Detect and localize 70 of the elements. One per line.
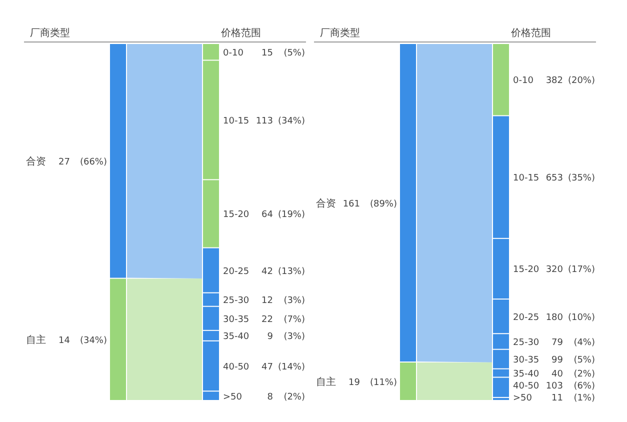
text: 厂商类型 [30,27,70,39]
text: (5%) [284,48,305,58]
data-label: 40 [552,370,564,380]
category-label: 合资 [316,197,336,210]
text: (2%) [284,392,305,402]
text: 厂商类型 [320,27,360,39]
category-label: >50 [223,392,242,402]
data-label: 320 [546,265,564,276]
data-label: 19 [348,378,360,388]
category-label: 合资 [26,155,46,168]
category-label: 30-35 [223,314,250,325]
text: (35%) [568,174,595,184]
category-label: 20-25 [513,312,540,323]
text: 价格范围 [220,27,261,39]
data-label: 103 [546,382,563,392]
data-label: 47 [262,362,273,372]
category-label: 30-35 [513,356,540,366]
data-label: 42 [262,266,273,277]
data-label: 22 [262,314,273,325]
data-label: 382 [546,76,563,86]
text: (66%) [80,157,107,168]
category-label: 15-20 [223,210,250,220]
data-label: 161 [342,199,360,210]
category-label: 35-40 [223,332,250,342]
text: (34%) [278,116,305,126]
category-label: 10-15 [223,116,250,126]
data-label: 79 [552,338,564,348]
category-label: >50 [513,394,532,404]
text: (4%) [574,338,595,348]
text: (19%) [278,210,305,220]
category-label: 自主 [26,334,46,346]
category-label: 0-10 [513,76,534,86]
text: (20%) [568,76,595,86]
data-label: 99 [552,356,564,366]
text: (2%) [574,370,595,380]
category-label: 10-15 [513,174,540,184]
category-label: 25-30 [223,296,250,306]
text: (14%) [278,362,305,372]
category-label: 20-25 [223,266,250,277]
data-label: 15 [262,48,273,58]
data-label: 12 [262,296,273,306]
text: (6%) [574,382,595,392]
text: (34%) [80,336,107,346]
category-label: 25-30 [513,338,540,348]
data-label: 180 [546,312,564,323]
text: (1%) [574,394,595,404]
category-label: 0-10 [223,48,244,58]
category-label: 35-40 [513,370,540,380]
text: (89%) [370,199,397,210]
data-label: 11 [552,394,563,404]
text: (3%) [284,332,305,342]
data-label: 64 [262,210,274,220]
text: 价格范围 [510,27,551,39]
data-label: 9 [267,332,274,342]
data-label: 14 [58,336,70,346]
text: (5%) [574,356,595,366]
text: (17%) [568,265,595,276]
category-label: 40-50 [513,382,540,392]
category-label: 自主 [316,376,336,388]
data-label: 27 [58,157,70,168]
data-label: 113 [256,116,273,126]
category-label: 15-20 [513,265,540,276]
data-label: 653 [546,174,563,184]
text: (7%) [284,314,305,325]
data-label: 8 [267,392,274,402]
text: (13%) [278,266,305,277]
text: (3%) [284,296,305,306]
text: (10%) [568,312,595,323]
text: (11%) [370,378,397,388]
category-label: 40-50 [223,362,250,372]
